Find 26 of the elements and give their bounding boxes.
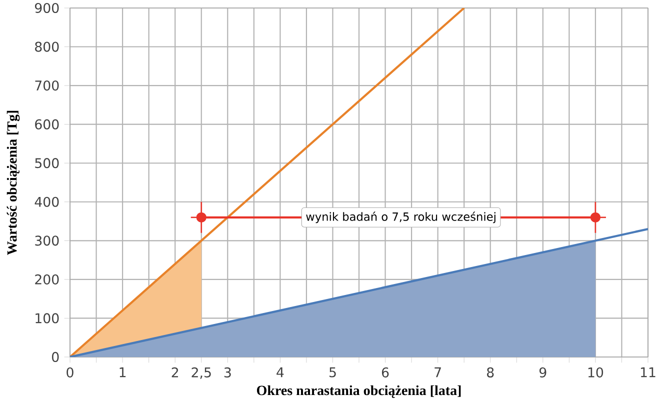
x-tick-label: 2,5 [192, 367, 211, 379]
annotation: wynik badań o 7,5 roku wcześniej [306, 212, 496, 224]
x-tick-label: 0 [66, 367, 74, 378]
x-axis-title: Okres narastania obciążenia [lata] [256, 385, 461, 398]
y-tick-label: 600 [35, 119, 59, 130]
y-tick-label: 900 [34, 2, 59, 14]
x-tick-label: 10 [588, 367, 604, 378]
x-tick-label: 9 [540, 367, 546, 378]
x-tick-label: 2 [172, 367, 178, 378]
y-axis-title: Wartość obciążenia [Tg] [6, 110, 20, 256]
x-tick-label: 11 [640, 367, 656, 378]
x-tick-label: 1 [120, 367, 126, 378]
y-tick-label: 800 [35, 42, 59, 52]
x-tick-label: 5 [330, 367, 336, 378]
x-tick-label: 8 [487, 367, 494, 378]
x-tick-label: 3 [224, 367, 231, 378]
y-tick-label: 500 [35, 158, 59, 168]
y-tick-label: 300 [35, 236, 59, 246]
y-tick-label: 200 [35, 274, 59, 284]
x-tick-label: 4 [276, 367, 284, 378]
x-tick-label: 7 [434, 367, 441, 378]
y-tick-label: 0 [52, 352, 59, 362]
x-tick-label: 6 [382, 367, 389, 378]
y-tick-label: 100 [36, 313, 59, 324]
y-tick-label: 700 [35, 80, 59, 91]
y-tick-label: 400 [34, 196, 59, 207]
